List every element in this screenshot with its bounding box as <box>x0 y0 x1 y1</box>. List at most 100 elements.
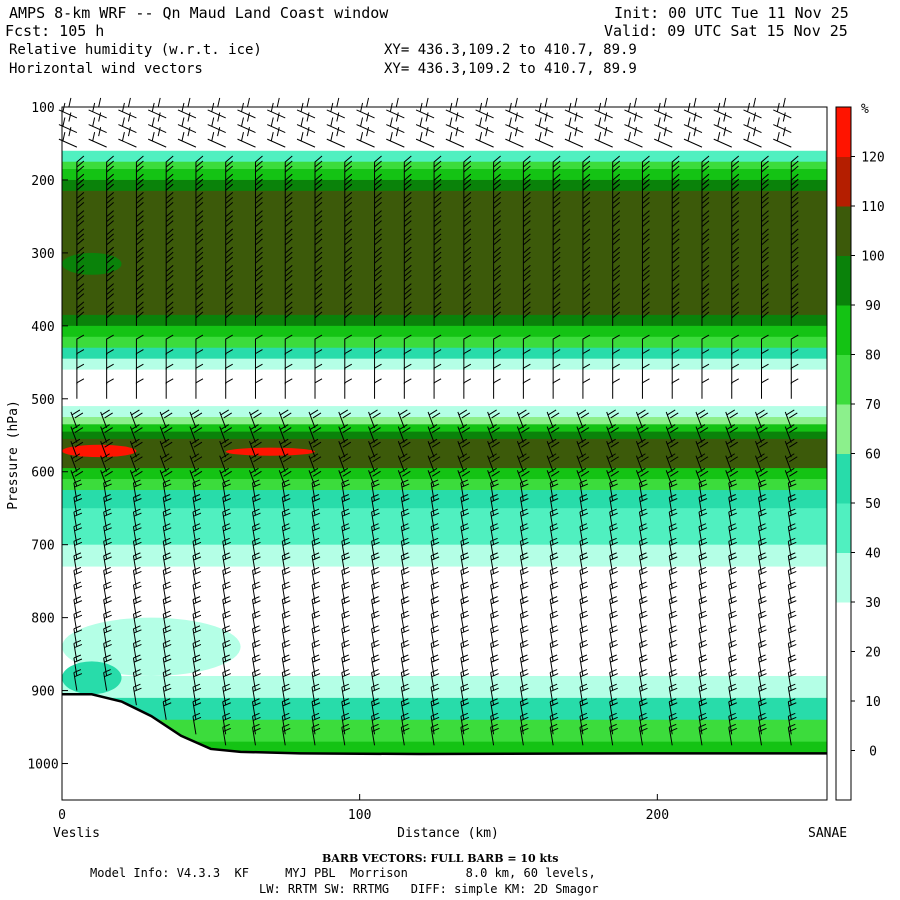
wind-barb <box>225 264 234 290</box>
wind-barb <box>758 596 767 618</box>
wind-barb <box>445 112 465 133</box>
wind-barb <box>695 467 709 487</box>
wind-barb <box>519 669 529 691</box>
wind-barb <box>668 639 678 662</box>
wind-barb <box>368 438 381 458</box>
wind-barb <box>641 264 650 290</box>
wind-barb <box>400 669 410 691</box>
rh-band-6 <box>62 314 827 327</box>
wind-barb <box>195 210 204 235</box>
wind-barb <box>668 479 678 501</box>
wind-barb <box>731 363 739 385</box>
wind-barb <box>582 349 591 370</box>
colorbar-label: 80 <box>865 349 881 364</box>
wind-barb <box>460 523 470 545</box>
wind-barb <box>192 698 202 720</box>
wind-barb <box>505 127 524 148</box>
wind-barb <box>132 654 142 677</box>
x-tick-label: 0 <box>58 808 66 823</box>
wind-barb <box>609 581 618 604</box>
wind-barb <box>433 378 442 399</box>
wind-barb <box>314 283 323 308</box>
wind-barb <box>103 654 112 677</box>
wind-barb <box>519 639 529 662</box>
rh-band-9 <box>62 347 827 360</box>
wind-barb <box>162 698 172 720</box>
wind-barb <box>135 349 144 370</box>
wind-barb <box>129 438 143 458</box>
wind-barb <box>609 698 618 720</box>
wind-barb <box>314 210 323 235</box>
wind-barb <box>415 127 435 148</box>
wind-barb <box>222 523 231 545</box>
wind-barb <box>519 723 529 746</box>
wind-barb <box>344 334 353 356</box>
wind-barb <box>728 596 737 618</box>
wind-barb <box>192 581 202 604</box>
wind-barb <box>311 523 321 545</box>
wind-barb <box>386 112 405 133</box>
wind-barb <box>267 127 286 148</box>
wind-barb <box>624 112 643 133</box>
wind-barb <box>427 453 441 472</box>
wind-barb <box>701 378 710 399</box>
wind-barb <box>73 625 83 647</box>
wind-barb <box>254 192 263 217</box>
wind-barb <box>606 438 619 458</box>
wind-barb <box>344 349 353 370</box>
wind-barb <box>519 537 529 560</box>
wind-barb <box>397 453 411 472</box>
wind-barb <box>403 349 412 370</box>
colorbar-label: 10 <box>865 695 881 710</box>
wind-barb <box>787 654 797 677</box>
wind-barb <box>222 537 231 560</box>
wind-barb <box>430 625 440 647</box>
wind-barb <box>341 479 350 501</box>
wind-barb <box>281 552 291 574</box>
wind-barb <box>758 494 767 516</box>
wind-barb <box>430 639 440 662</box>
wind-barb <box>192 523 202 545</box>
wind-barb <box>671 173 680 199</box>
wind-barb <box>787 479 797 501</box>
wind-barb <box>222 494 231 516</box>
wind-barb <box>731 378 739 399</box>
wind-barb <box>576 438 590 458</box>
wind-barb <box>73 610 83 633</box>
colorbar-label: 100 <box>861 250 884 265</box>
wind-barb <box>609 508 618 531</box>
wind-barb <box>612 173 621 199</box>
wind-barb <box>665 467 679 487</box>
wind-barb <box>371 494 380 516</box>
wind-barb <box>400 683 410 706</box>
wind-barb <box>761 283 769 308</box>
wind-barb <box>76 334 85 356</box>
terrain-line <box>62 692 827 756</box>
wind-barb <box>430 494 440 516</box>
wind-barb <box>278 467 292 487</box>
wind-barb <box>76 301 85 326</box>
wind-barb <box>433 210 442 235</box>
wind-barb <box>195 301 204 326</box>
wind-barb <box>222 581 231 604</box>
wind-barb <box>549 494 559 516</box>
wind-barb <box>758 523 767 545</box>
wind-barb <box>445 127 465 148</box>
wind-barb <box>564 127 584 148</box>
wind-barb <box>552 334 561 356</box>
wind-barb <box>638 610 648 633</box>
wind-barb <box>787 723 797 746</box>
rh-band-1 <box>62 150 827 163</box>
wind-barb <box>755 438 768 458</box>
wind-barb <box>430 712 440 735</box>
wind-barb <box>165 378 174 399</box>
wind-barb <box>159 467 173 487</box>
wind-barb <box>490 654 499 677</box>
wind-barb <box>132 494 142 516</box>
wind-barb <box>668 523 678 545</box>
wind-barb <box>403 334 412 356</box>
wind-barb <box>784 438 798 458</box>
wind-barb <box>641 228 650 253</box>
wind-barb <box>311 581 321 604</box>
wind-barb <box>698 610 708 633</box>
